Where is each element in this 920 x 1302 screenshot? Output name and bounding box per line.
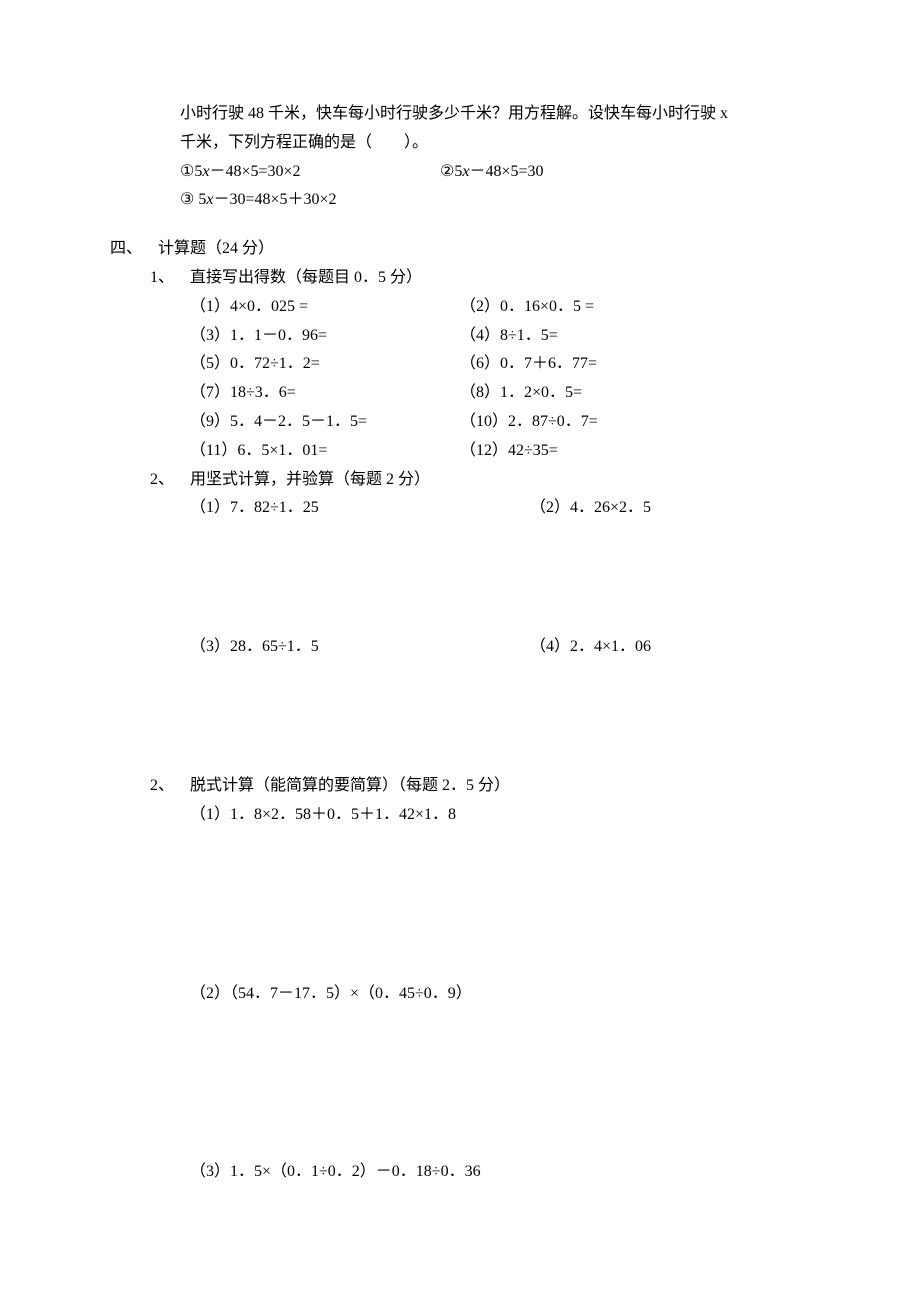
option-3: ③ 5x－30=48×5＋30×2 <box>180 191 337 208</box>
workspace-4 <box>110 1008 810 1158</box>
options-row2: ③ 5x－30=48×5＋30×2 <box>110 186 810 215</box>
workspace-1 <box>110 523 810 633</box>
q2-num: 2、 <box>150 466 190 495</box>
q1-item-11: （11）6．5×1．01= <box>190 437 460 466</box>
section-4-title: 计算题（24 分） <box>158 235 274 264</box>
q1-item-1: （1）4×0．025 = <box>190 293 460 322</box>
q3-item-3: （3）1．5×（0．1÷0．2）－0．18÷0．36 <box>110 1158 810 1187</box>
q1-item-8: （8）1．2×0．5= <box>460 379 810 408</box>
problem-continuation-line2: 千米，下列方程正确的是（ ）。 <box>110 129 810 158</box>
q2-row-0: （1）7．82÷1．25 （2）4．26×2．5 <box>110 494 810 523</box>
section-4-header: 四、 计算题（24 分） <box>110 235 810 264</box>
q1-title: 直接写出得数（每题目 0．5 分） <box>190 264 422 293</box>
q1-num: 1、 <box>150 264 190 293</box>
q1-item-7: （7）18÷3．6= <box>190 379 460 408</box>
section-4-num: 四、 <box>110 235 158 264</box>
q1-row-2: （5）0．72÷1．2= （6）0．7＋6．77= <box>110 350 810 379</box>
problem-text-line1: 小时行驶 48 千米，快车每小时行驶多少千米？用方程解。设快车每小时行驶 x <box>180 105 728 122</box>
q1-row-4: （9）5．4－2．5－1．5= （10）2．87÷0．7= <box>110 408 810 437</box>
problem-continuation-line1: 小时行驶 48 千米，快车每小时行驶多少千米？用方程解。设快车每小时行驶 x <box>110 100 810 129</box>
q3-title: 脱式计算（能简算的要简算）（每题 2．5 分） <box>190 772 510 801</box>
q2-item-3: （3）28．65÷1．5 <box>190 633 530 662</box>
q1-item-9: （9）5．4－2．5－1．5= <box>190 408 460 437</box>
q2-item-2: （2）4．26×2．5 <box>530 494 810 523</box>
q2-header: 2、 用坚式计算，并验算（每题 2 分） <box>110 466 810 495</box>
q2-item-1: （1）7．82÷1．25 <box>190 494 530 523</box>
q3-header: 2、 脱式计算（能简算的要简算）（每题 2．5 分） <box>110 772 810 801</box>
q2-item-4: （4）2．4×1．06 <box>530 633 810 662</box>
workspace-3 <box>110 830 810 980</box>
q1-item-10: （10）2．87÷0．7= <box>460 408 810 437</box>
problem-text-line2: 千米，下列方程正确的是（ ）。 <box>180 134 428 151</box>
q1-item-6: （6）0．7＋6．77= <box>460 350 810 379</box>
q3-item-1: （1）1．8×2．58＋0．5＋1．42×1．8 <box>110 801 810 830</box>
option-1: ①5x－48×5=30×2 <box>180 158 440 187</box>
options-row1: ①5x－48×5=30×2 ②5x－48×5=30 <box>110 158 810 187</box>
q3-item-2: （2）（54．7－17．5）×（0．45÷0．9） <box>110 980 810 1009</box>
q1-item-5: （5）0．72÷1．2= <box>190 350 460 379</box>
q1-row-0: （1）4×0．025 = （2）0．16×0．5 = <box>110 293 810 322</box>
q2-row-1: （3）28．65÷1．5 （4）2．4×1．06 <box>110 633 810 662</box>
q1-row-3: （7）18÷3．6= （8）1．2×0．5= <box>110 379 810 408</box>
q1-item-2: （2）0．16×0．5 = <box>460 293 810 322</box>
q1-header: 1、 直接写出得数（每题目 0．5 分） <box>110 264 810 293</box>
q1-item-12: （12）42÷35= <box>460 437 810 466</box>
q2-title: 用坚式计算，并验算（每题 2 分） <box>190 466 430 495</box>
q1-item-3: （3）1．1－0．96= <box>190 322 460 351</box>
q3-num: 2、 <box>150 772 190 801</box>
option-2: ②5x－48×5=30 <box>440 158 810 187</box>
q1-item-4: （4）8÷1．5= <box>460 322 810 351</box>
workspace-2 <box>110 662 810 772</box>
q1-row-1: （3）1．1－0．96= （4）8÷1．5= <box>110 322 810 351</box>
q1-row-5: （11）6．5×1．01= （12）42÷35= <box>110 437 810 466</box>
